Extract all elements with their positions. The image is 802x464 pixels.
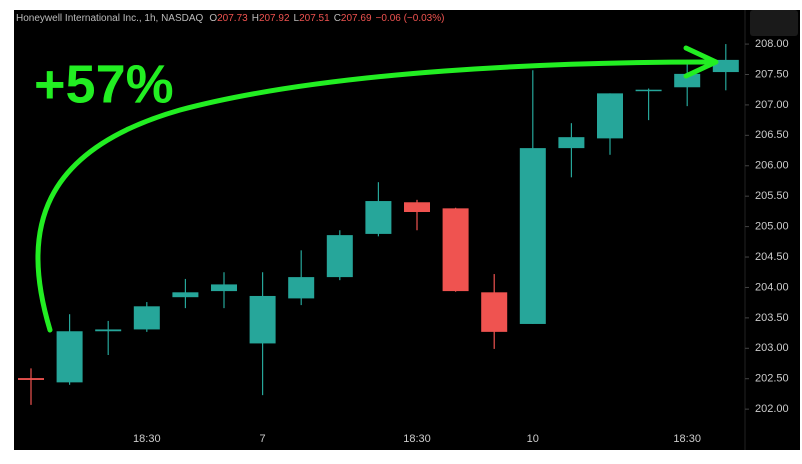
y-tick-label: 206.00: [755, 160, 789, 172]
y-tick-label: 208.00: [755, 38, 789, 50]
x-tick-label: 7: [260, 433, 266, 445]
annotation-arrow: [35, 59, 711, 333]
ohlc-value: 207.73: [217, 13, 248, 24]
candle-body: [172, 292, 199, 298]
ohlc-label: C: [334, 13, 341, 24]
y-tick-label: 202.00: [755, 403, 789, 415]
header-change: −0.06 (−0.03%): [376, 13, 445, 24]
ohlc-value: 207.92: [259, 13, 290, 24]
y-tick-label: 205.50: [755, 190, 789, 202]
candle-body: [288, 277, 315, 299]
ohlc-value: 207.69: [341, 13, 372, 24]
x-tick-label: 18:30: [673, 433, 701, 445]
candle-body: [18, 378, 44, 380]
header: Honeywell International Inc., 1h, NASDAQ…: [16, 13, 444, 24]
header-symbol: Honeywell International Inc., 1h, NASDAQ: [16, 13, 204, 24]
axis-button[interactable]: [750, 10, 798, 36]
x-tick-label: 18:30: [403, 433, 431, 445]
candle-body: [95, 329, 122, 332]
candle-body: [674, 73, 701, 88]
annotation: +57%: [34, 54, 174, 114]
y-tick-label: 204.00: [755, 281, 789, 293]
candle-body: [558, 137, 585, 149]
y-tick-label: 204.50: [755, 251, 789, 263]
x-tick-label: 18:30: [133, 433, 161, 445]
y-tick-label: 207.00: [755, 99, 789, 111]
candle-body: [56, 331, 83, 383]
candle-body: [211, 284, 237, 292]
candle-body: [326, 235, 353, 278]
y-tick-label: 205.00: [755, 221, 789, 233]
candle-body: [519, 148, 546, 324]
candle-body: [712, 59, 739, 73]
chart-background: [14, 10, 800, 450]
candle-body: [442, 208, 469, 292]
candle-body: [249, 295, 276, 344]
ohlc-label: L: [294, 13, 300, 24]
ohlc-label: H: [252, 13, 259, 24]
y-tick-label: 202.50: [755, 373, 789, 385]
candle-body: [404, 202, 430, 213]
y-tick-label: 203.50: [755, 312, 789, 324]
y-tick-label: 207.50: [755, 68, 789, 80]
y-tick-label: 206.50: [755, 129, 789, 141]
candle-body: [635, 89, 662, 92]
y-tick-label: 203.00: [755, 342, 789, 354]
candle-body: [597, 93, 623, 139]
candle-body: [365, 201, 392, 234]
candle-body: [481, 292, 508, 332]
ohlc-value: 207.51: [299, 13, 330, 24]
candle-body: [133, 306, 160, 330]
x-tick-label: 10: [527, 433, 539, 445]
arrow-head: [683, 45, 719, 79]
ohlc-label: O: [209, 13, 217, 24]
